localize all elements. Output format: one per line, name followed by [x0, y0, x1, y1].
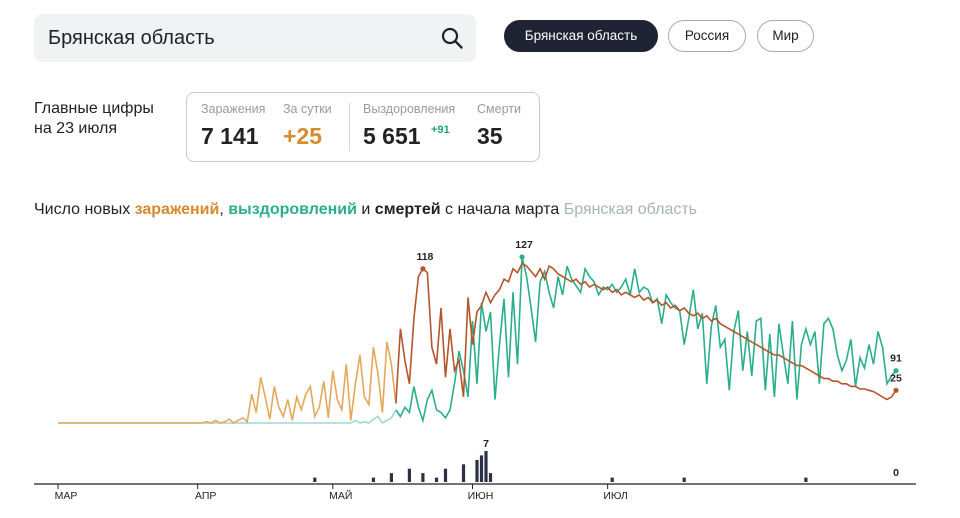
x-tick-label: ИЮН: [468, 490, 494, 502]
recoveries-line: [395, 256, 897, 424]
deaths-bar: [407, 468, 411, 482]
deaths-bar: [484, 451, 488, 482]
summary-title-line1: Главные цифры: [34, 100, 154, 117]
infections-peak-label: 118: [416, 251, 433, 263]
search-bar: [34, 14, 476, 62]
deaths-last-label: 0: [893, 467, 899, 479]
chart-title-infections: заражений: [134, 201, 220, 218]
recoveries-peak-marker: [519, 254, 525, 260]
deaths-bar: [421, 473, 425, 482]
infections-last-marker: [893, 387, 899, 393]
x-tick-label: МАР: [55, 490, 78, 502]
infections-peak-marker: [420, 266, 426, 272]
deaths-value: 35: [477, 123, 503, 149]
summary-stats-box: Заражения 7 141 За сутки +25 Выздоровлен…: [186, 92, 540, 162]
deaths-bar: [682, 477, 686, 482]
deaths-bar: [475, 459, 479, 482]
stats-divider: [349, 103, 350, 151]
chart-markers: [420, 254, 899, 393]
deaths-label: Смерти: [477, 102, 521, 116]
summary-title-line2: на 23 июля: [34, 120, 118, 137]
deaths-bar: [389, 473, 393, 482]
chart-labels: 118 127 91 25 7 0: [416, 239, 902, 479]
recoveries-label: Выздоровления: [363, 102, 456, 116]
chart-title-region: Брянская область: [563, 201, 698, 218]
chart-title-part2: с начала марта: [440, 201, 564, 218]
x-tick-label: АПР: [195, 490, 216, 502]
chart-title-part1: Число новых: [34, 201, 135, 218]
recoveries-delta: +91: [431, 124, 450, 136]
chart-title: Число новых заражений, выздоровлений и с…: [34, 201, 697, 219]
deaths-bar: [371, 477, 375, 482]
deaths-bar: [434, 477, 439, 482]
chart-title-recoveries: выздоровлений: [228, 201, 357, 218]
summary-title: Главные цифры на 23 июля: [34, 99, 154, 139]
region-button-bryansk[interactable]: Брянская область: [504, 20, 658, 52]
infections-line: [395, 262, 897, 404]
deaths-bar: [488, 473, 493, 482]
infections-last-label: 25: [890, 372, 902, 384]
region-button-russia[interactable]: Россия: [668, 20, 746, 52]
infections-label: Заражения: [201, 102, 266, 116]
infections-line-early: [58, 341, 397, 424]
deaths-bar: [610, 477, 614, 482]
infections-value: 7 141: [201, 123, 259, 149]
recoveries-peak-label: 127: [515, 239, 533, 251]
deaths-bar: [443, 468, 448, 482]
chart-title-sep: ,: [219, 201, 229, 218]
search-icon[interactable]: [440, 26, 464, 50]
recoveries-value: 5 651: [363, 123, 421, 149]
deaths-bar: [804, 477, 808, 482]
x-tick-label: ИЮЛ: [603, 490, 628, 502]
deaths-peak-label: 7: [483, 438, 489, 450]
deaths-bar: [313, 477, 317, 482]
deaths-bar: [479, 455, 484, 482]
recoveries-last-label: 91: [890, 353, 902, 365]
deaths-bar: [461, 464, 466, 482]
chart-title-deaths: смертей: [374, 201, 441, 218]
x-tick-label: МАЙ: [329, 489, 352, 502]
per-day-label: За сутки: [283, 102, 332, 116]
per-day-value: +25: [283, 123, 323, 149]
search-input[interactable]: [48, 14, 428, 62]
region-button-world[interactable]: Мир: [757, 20, 814, 52]
chart-title-and: и: [356, 201, 375, 218]
recoveries-last-marker: [893, 368, 899, 374]
deaths-bars: [313, 451, 808, 482]
month-ticks: МАР АПР МАЙ ИЮН ИЮЛ: [55, 484, 628, 502]
